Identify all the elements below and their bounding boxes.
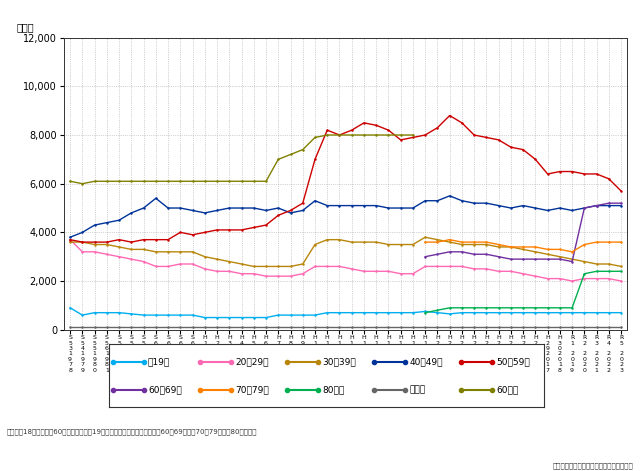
Text: 60～69歳: 60～69歳 <box>148 385 182 394</box>
Text: 不　計: 不 計 <box>409 385 425 394</box>
Text: 60歳～: 60歳～ <box>496 385 518 394</box>
Text: 80歳～: 80歳～ <box>322 385 344 394</box>
Text: 70～79歳: 70～79歳 <box>235 385 269 394</box>
Text: 20～29歳: 20～29歳 <box>235 357 269 366</box>
Text: （人）: （人） <box>16 22 34 32</box>
Text: ～19歳: ～19歳 <box>148 357 170 366</box>
Text: 30～39歳: 30～39歳 <box>322 357 356 366</box>
Text: 40～49歳: 40～49歳 <box>409 357 443 366</box>
Text: 資料：警察庁「自殺統計」より内閣府作成: 資料：警察庁「自殺統計」より内閣府作成 <box>553 462 634 469</box>
Text: 50～59歳: 50～59歳 <box>496 357 530 366</box>
Text: 注）平成18年までは「60歳以上」だが、19年の自殺統計原票改正以降は「60～69歳」「70～79歳」「80歳以上」: 注）平成18年までは「60歳以上」だが、19年の自殺統計原票改正以降は「60～6… <box>6 429 257 435</box>
